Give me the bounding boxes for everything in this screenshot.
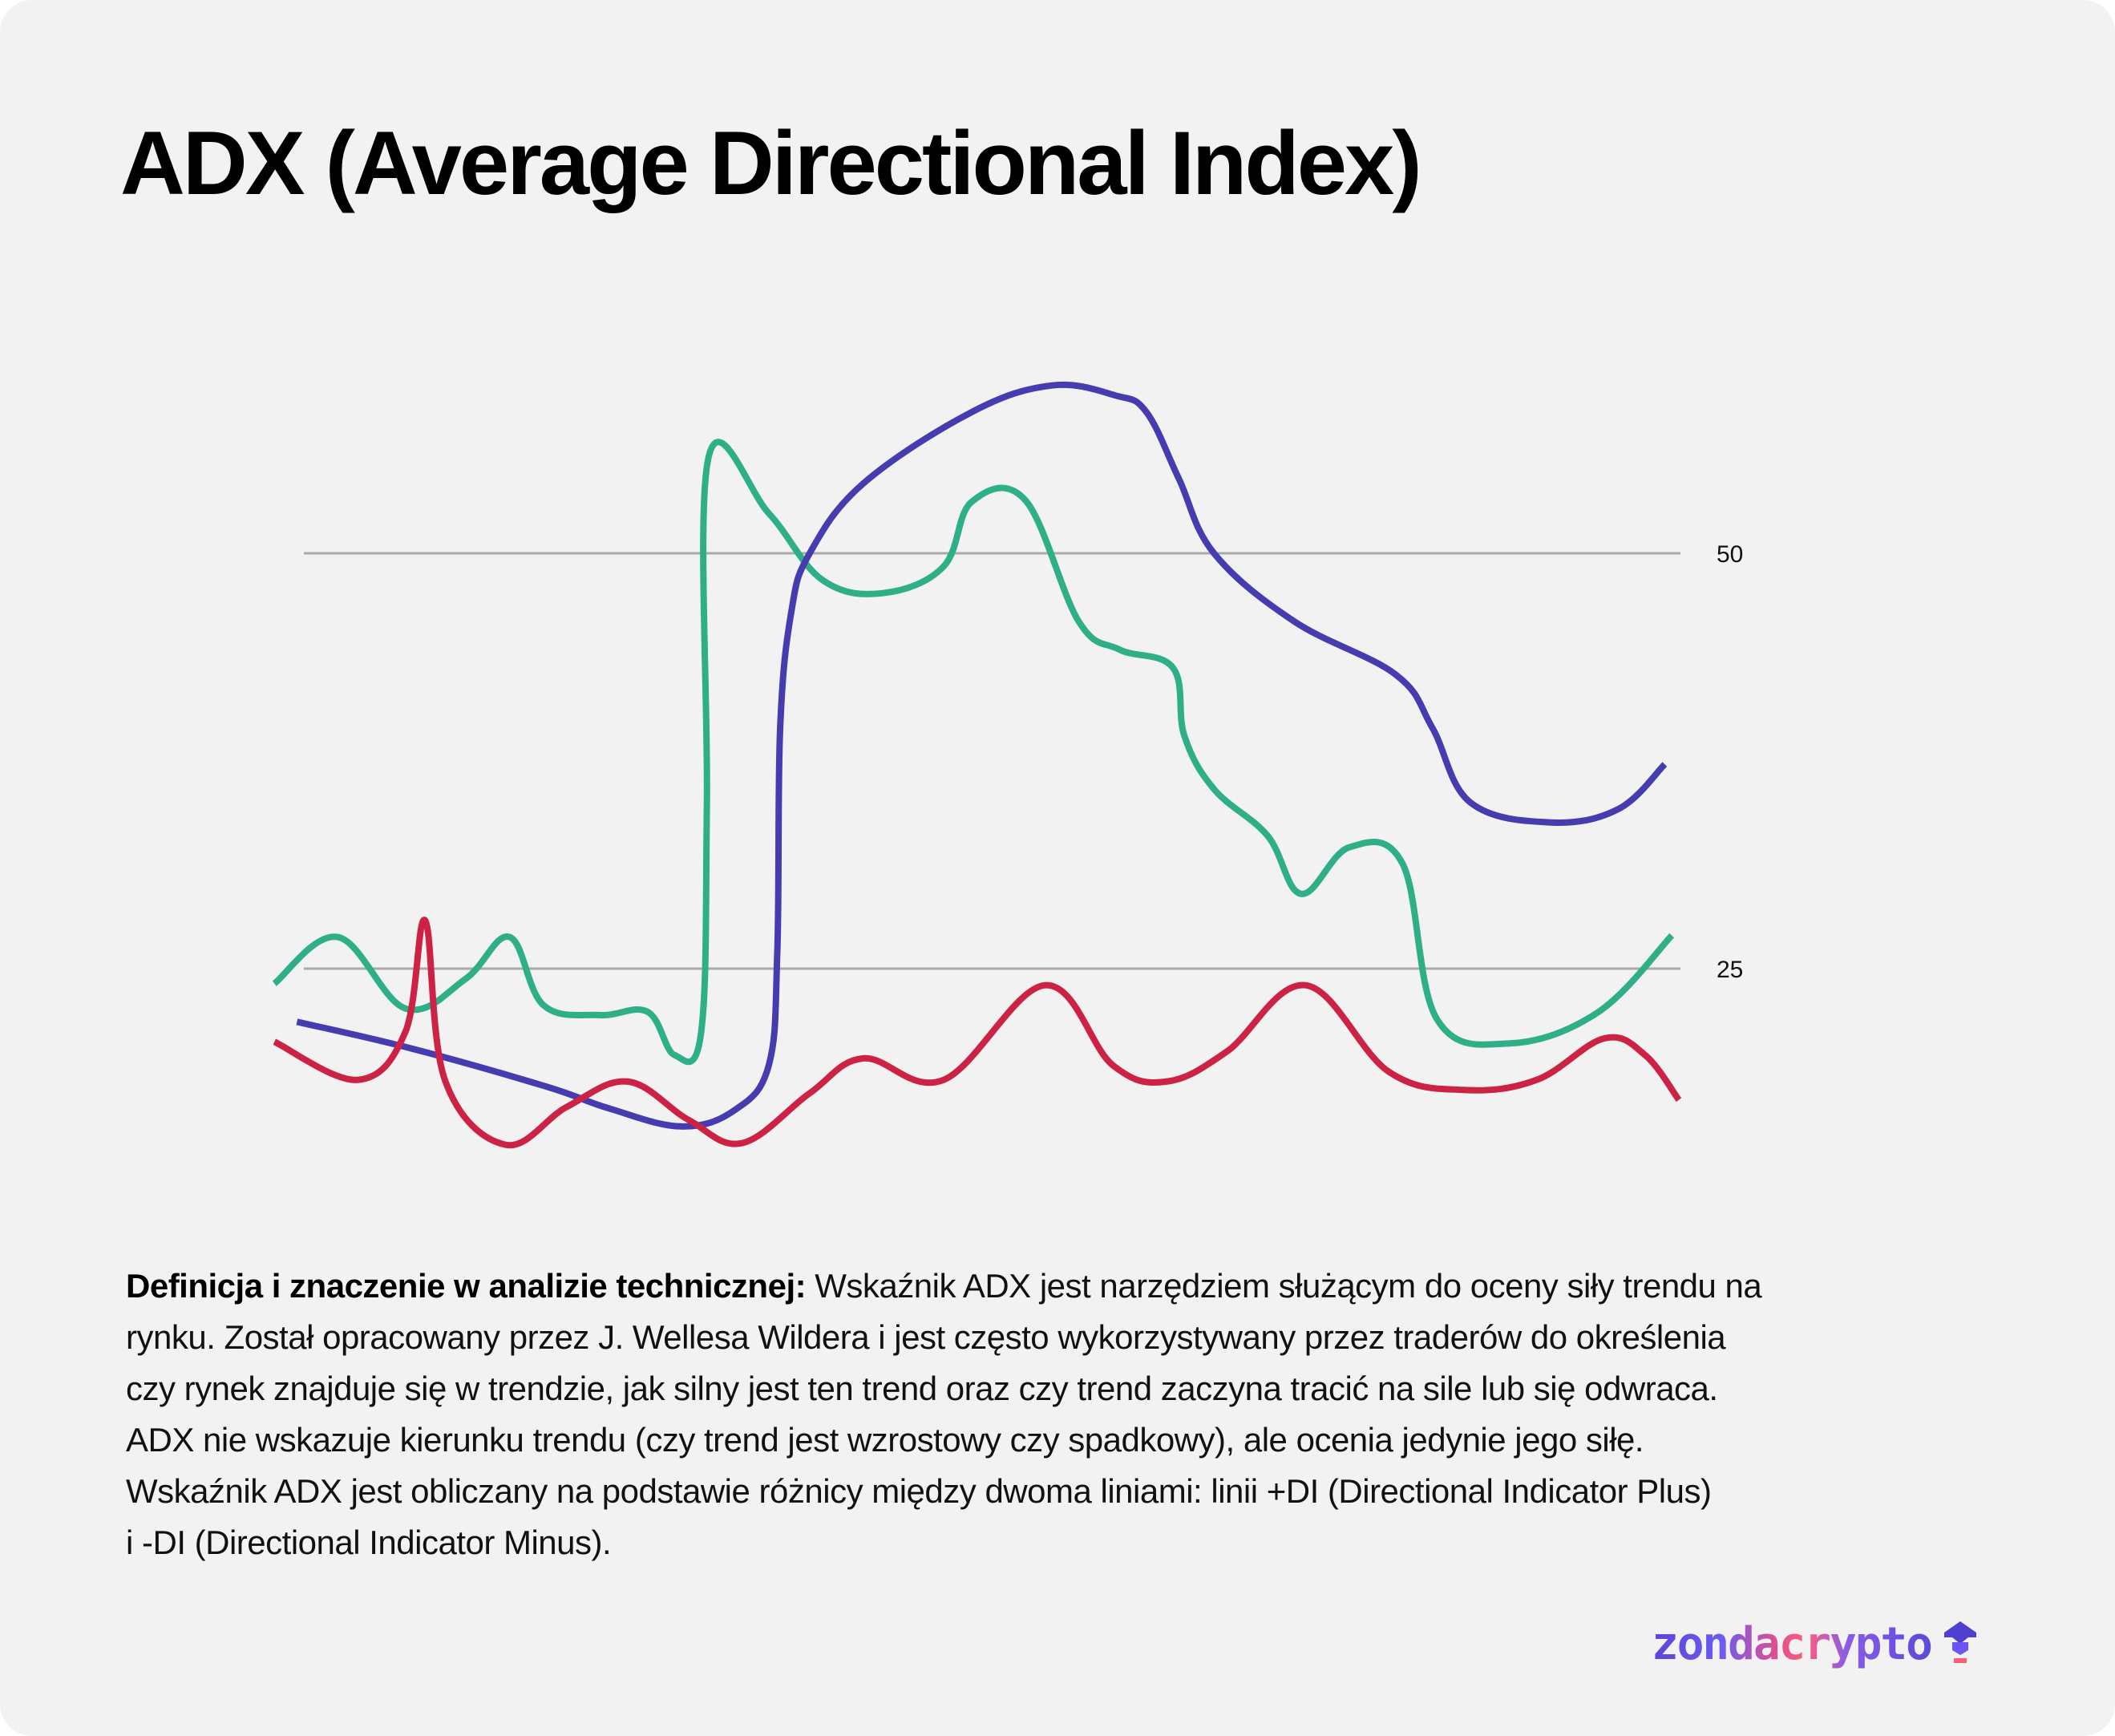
description: Definicja i znaczenie w analizie technic… [126, 1261, 1994, 1568]
description-line: czy rynek znajduje się w trendzie, jak s… [126, 1370, 1718, 1407]
description-line: i -DI (Directional Indicator Minus). [126, 1524, 612, 1561]
description-line: rynku. Został opracowany przez J. Welles… [126, 1318, 1726, 1356]
logo-text: zondacrypto [1652, 1617, 1933, 1670]
tick-label-25: 25 [1717, 957, 1743, 983]
description-line: Wskaźnik ADX jest narzędziem służącym do… [806, 1267, 1762, 1305]
description-line: Wskaźnik ADX jest obliczany na podstawie… [126, 1472, 1712, 1510]
tick-label-50: 50 [1717, 541, 1743, 568]
series-line-plusminus-di [272, 439, 1675, 1066]
description-lead: Definicja i znaczenie w analizie technic… [126, 1267, 807, 1305]
series-lines [272, 381, 1682, 1149]
zondacrypto-logo: zondacrypto [1652, 1612, 1980, 1676]
series-line-adx [296, 381, 1668, 1130]
reference-lines: 50 25 [304, 541, 1743, 983]
zonda-arrow-icon [1943, 1621, 1976, 1663]
series-line-minus-di [273, 917, 1682, 1149]
description-line: ADX nie wskazuje kierunku trendu (czy tr… [126, 1421, 1644, 1459]
page-title: ADX (Average Directional Index) [120, 113, 1422, 213]
adx-chart: 50 25 [272, 381, 1743, 1149]
